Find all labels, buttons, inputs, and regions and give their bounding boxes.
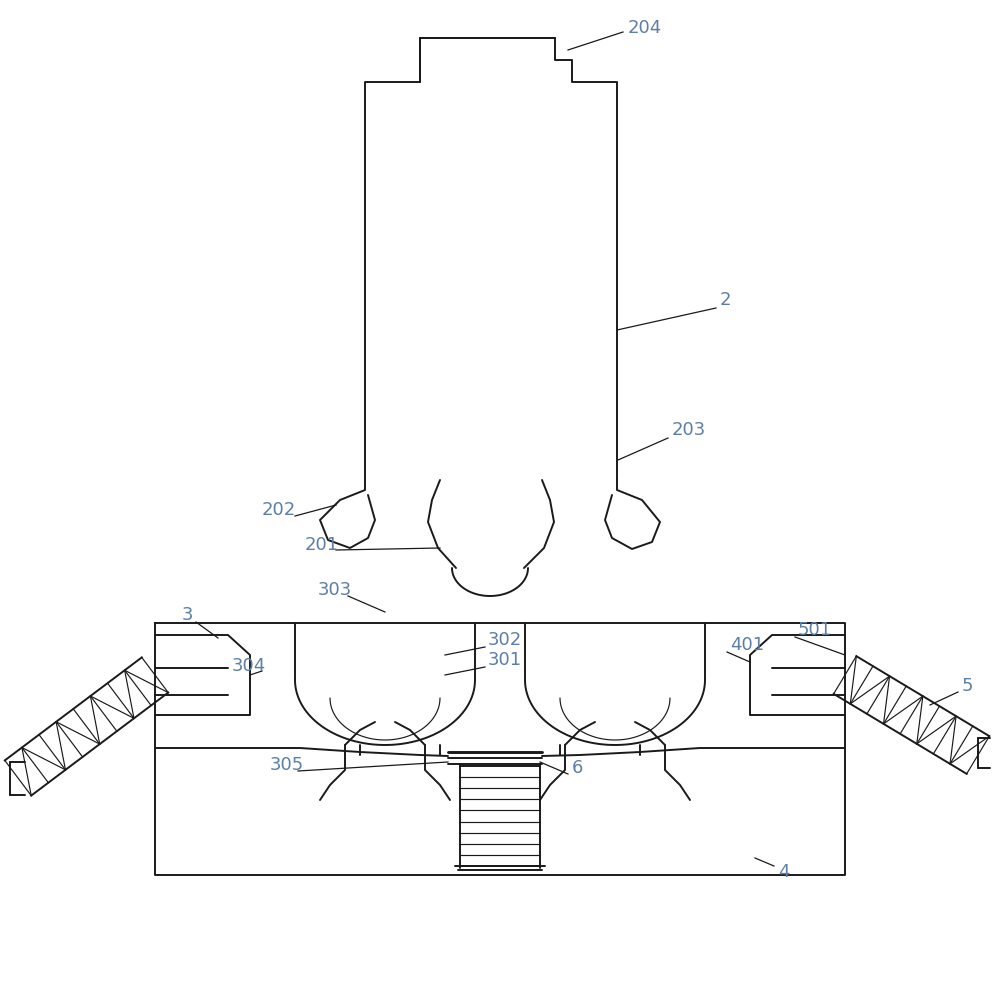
Text: 204: 204 (628, 19, 662, 37)
Text: 401: 401 (730, 636, 764, 654)
Text: 201: 201 (305, 536, 339, 554)
Text: 203: 203 (672, 421, 706, 439)
Text: 5: 5 (962, 677, 974, 695)
Text: 2: 2 (720, 291, 732, 309)
Text: 301: 301 (488, 651, 522, 669)
Text: 202: 202 (262, 501, 296, 519)
Text: 3: 3 (182, 606, 194, 624)
Text: 305: 305 (270, 756, 304, 774)
Text: 304: 304 (232, 657, 266, 675)
Text: 501: 501 (798, 621, 832, 639)
Text: 303: 303 (318, 581, 352, 599)
Text: 4: 4 (778, 863, 790, 881)
Text: 302: 302 (488, 631, 522, 649)
Text: 6: 6 (572, 759, 583, 777)
